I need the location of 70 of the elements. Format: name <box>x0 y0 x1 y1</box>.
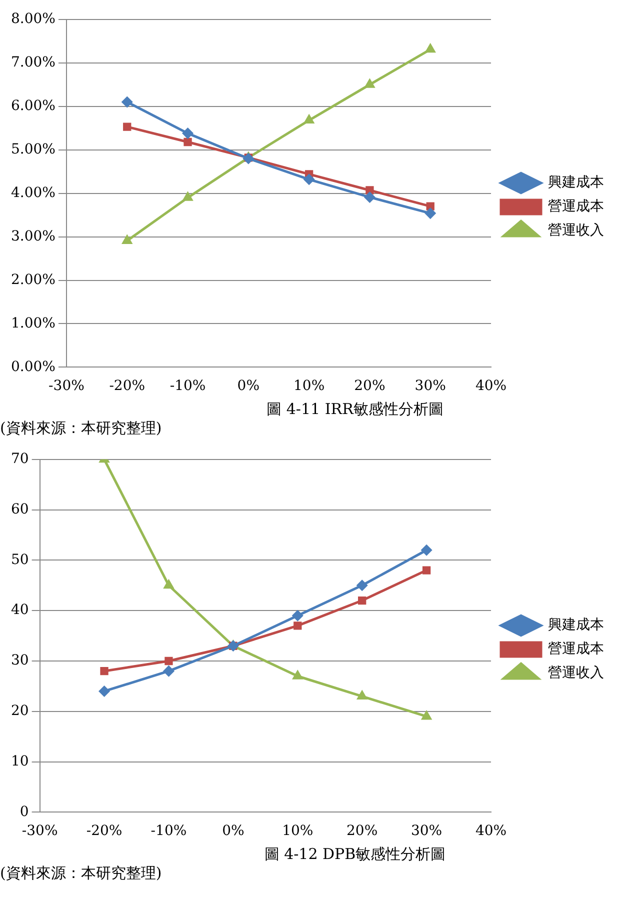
point <box>122 96 132 108</box>
point <box>122 235 132 244</box>
x-tick-label: 30% <box>414 378 446 394</box>
legend-label: 興建成本 <box>548 174 604 191</box>
point <box>425 208 436 219</box>
text: (資料來源：本研究整理) <box>0 419 163 438</box>
point <box>184 138 192 146</box>
legend-label: 營運成本 <box>548 641 604 658</box>
y-tick-label: 0 <box>20 804 29 820</box>
y-tick-label: 7.00% <box>10 54 56 71</box>
point <box>422 566 431 574</box>
x-tick-label: 30% <box>410 823 442 840</box>
y-tick-label: 30 <box>10 652 29 669</box>
x-tick-label: -20% <box>86 823 122 840</box>
point <box>100 667 108 676</box>
point <box>99 686 110 696</box>
x-tick-label: 10% <box>282 823 314 840</box>
point <box>183 192 192 201</box>
point <box>292 610 303 621</box>
point <box>357 691 367 700</box>
x-tick-label: 20% <box>354 378 386 394</box>
y-tick-label: 8.00% <box>10 11 56 28</box>
point <box>364 192 375 202</box>
point <box>304 115 314 124</box>
y-tick-label: 4.00% <box>10 184 56 201</box>
legend-label: 營運收入 <box>548 222 604 239</box>
y-tick-label: 50 <box>10 552 29 568</box>
point <box>304 174 314 185</box>
text: 圖 4-11 IRR敏感性分析圖 <box>266 400 444 419</box>
y-tick-label: 70 <box>10 451 29 468</box>
point <box>421 544 432 556</box>
x-tick-label: -10% <box>170 378 206 394</box>
x-tick-label: 10% <box>294 378 325 394</box>
point <box>364 79 374 88</box>
y-tick-label: 1.00% <box>10 315 56 332</box>
legend-label: 興建成本 <box>548 617 604 634</box>
x-tick-label: -30% <box>22 823 58 840</box>
x-tick-label: -20% <box>109 378 146 394</box>
legend-label: 營運成本 <box>548 198 604 215</box>
y-tick-label: 3.00% <box>10 228 56 244</box>
y-tick-label: 6.00% <box>10 98 56 114</box>
x-tick-label: 20% <box>346 823 378 840</box>
y-tick-label: 40 <box>10 602 29 618</box>
y-tick-label: 20 <box>10 703 29 720</box>
point <box>358 596 366 605</box>
point <box>426 202 434 210</box>
point <box>163 666 174 676</box>
point <box>182 128 194 139</box>
x-tick-label: 40% <box>475 823 507 840</box>
y-tick-label: 0.00% <box>10 358 56 375</box>
point <box>294 622 302 630</box>
x-tick-label: 0% <box>222 823 244 840</box>
x-tick-label: 0% <box>237 378 260 394</box>
text: 圖 4-12 DPB敏感性分析圖 <box>263 845 447 864</box>
y-tick-label: 60 <box>10 501 29 518</box>
point <box>164 656 173 666</box>
point <box>292 670 302 680</box>
y-tick-label: 5.00% <box>10 141 56 158</box>
legend-label: 營運收入 <box>548 665 604 682</box>
x-tick-label: -30% <box>48 378 84 394</box>
point <box>426 44 436 53</box>
x-tick-label: 40% <box>475 378 507 394</box>
point <box>366 186 374 194</box>
y-tick-label: 2.00% <box>10 272 56 288</box>
x-tick-label: -10% <box>150 823 187 840</box>
point <box>422 711 432 720</box>
point <box>356 580 368 591</box>
text: (資料來源：本研究整理) <box>0 864 163 883</box>
point <box>123 122 132 131</box>
y-tick-label: 10 <box>10 753 29 770</box>
